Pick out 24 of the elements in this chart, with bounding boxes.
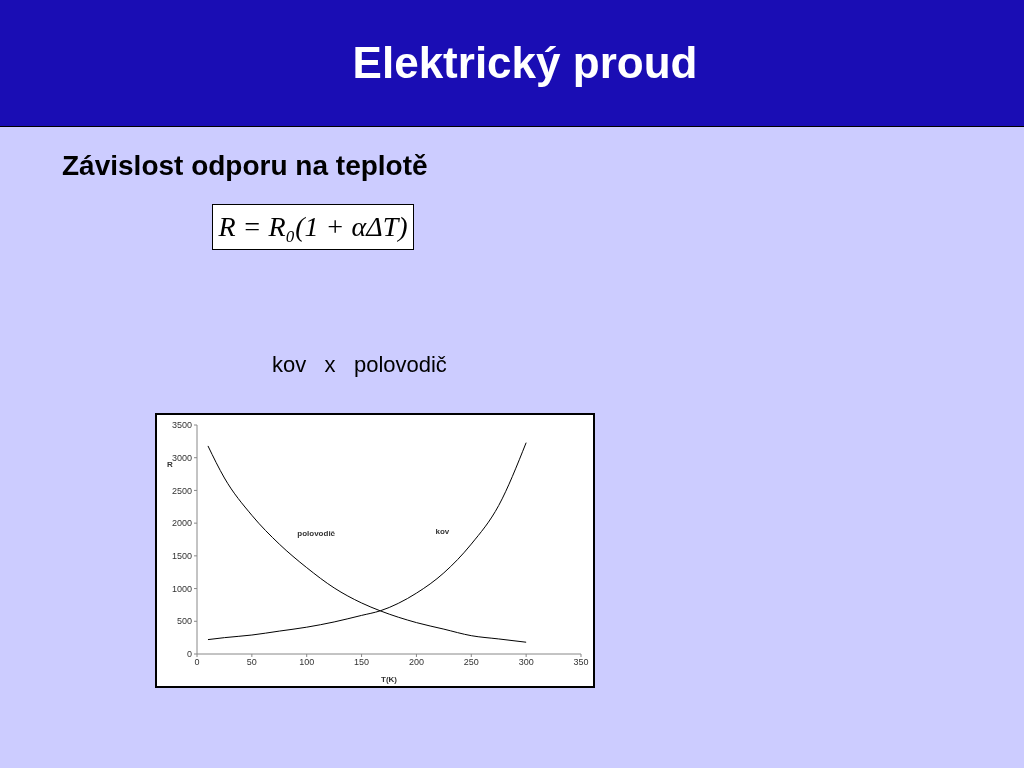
y-tick-label: 1500 xyxy=(171,551,192,562)
y-tick-label: 1000 xyxy=(171,583,192,594)
chart-title: Elektrický proud xyxy=(351,38,699,88)
text: polovodič xyxy=(297,529,336,539)
y-tick-label: 3500 xyxy=(171,420,192,431)
text: R = R₀(1 + αΔT) xyxy=(212,204,414,250)
y-tick-label: 2000 xyxy=(171,518,192,529)
y-tick-label: 2500 xyxy=(171,485,192,496)
chart-subtitle: Závislost odporu na teplotě xyxy=(62,150,428,182)
x-tick-label: 200 xyxy=(408,657,424,668)
y-axis-title: R xyxy=(167,459,173,469)
x-tick-label: 300 xyxy=(518,657,534,668)
x-tick-label: 250 xyxy=(463,657,479,668)
text: kov x polovodič xyxy=(272,352,447,378)
x-tick-label: 50 xyxy=(246,657,257,668)
text: kov xyxy=(435,527,450,537)
x-tick-label: 350 xyxy=(573,657,589,668)
y-tick-label: 0 xyxy=(186,649,192,660)
y-tick-label: 500 xyxy=(176,616,192,627)
x-tick-label: 0 xyxy=(194,657,200,668)
x-axis-title: T(K) xyxy=(381,675,398,684)
y-tick-label: 3000 xyxy=(171,452,192,463)
x-tick-label: 150 xyxy=(354,657,370,668)
x-tick-label: 100 xyxy=(299,657,315,668)
